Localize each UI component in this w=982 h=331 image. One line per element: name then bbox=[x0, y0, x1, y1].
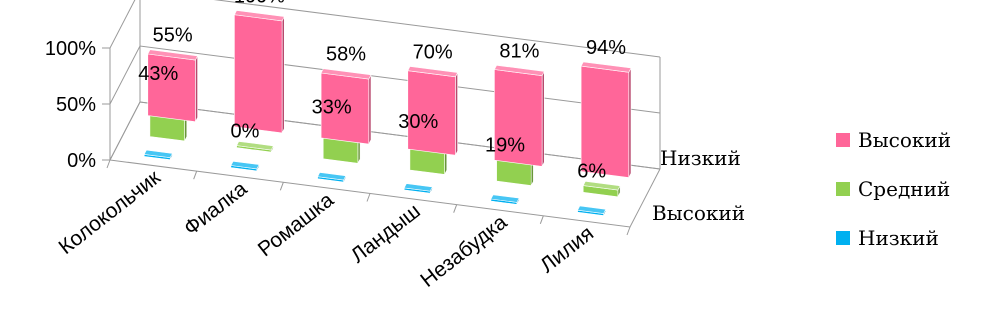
y-axis-ticks: 0% 50% 100% bbox=[45, 38, 96, 172]
legend: Высокий Средний Низкий bbox=[836, 128, 951, 250]
bar-1-1 bbox=[236, 141, 274, 153]
bar-2-3 bbox=[403, 183, 433, 194]
bar-0-0 bbox=[147, 49, 199, 123]
x-tick-mark bbox=[453, 204, 458, 213]
legend-swatch bbox=[836, 231, 850, 245]
bar-2-4 bbox=[490, 194, 520, 205]
category-label: Колокольчик bbox=[55, 165, 166, 259]
x-tick-mark bbox=[106, 159, 111, 169]
bar-0-4 bbox=[493, 64, 545, 167]
x-tick-mark bbox=[366, 193, 371, 202]
data-label: 33% bbox=[312, 97, 352, 119]
data-label: 19% bbox=[485, 135, 525, 157]
bar-0-2 bbox=[320, 68, 372, 145]
legend-swatch bbox=[836, 182, 850, 196]
category-label: Ландыш bbox=[347, 199, 425, 267]
data-label: 70% bbox=[413, 41, 453, 63]
x-tick-mark bbox=[626, 226, 631, 236]
data-label: 43% bbox=[138, 63, 178, 85]
category-label: Ромашка bbox=[254, 188, 339, 261]
bar-2-0 bbox=[143, 149, 173, 161]
x-tick-mark bbox=[539, 215, 544, 225]
depth-axis-label: Высокий bbox=[652, 201, 745, 225]
y-tick-label: 50% bbox=[56, 94, 96, 116]
bars bbox=[143, 10, 632, 216]
bar-0-3 bbox=[407, 66, 459, 156]
category-label: Фиалка bbox=[180, 177, 252, 240]
bar-2-5 bbox=[577, 205, 607, 216]
legend-label: Низкий bbox=[858, 226, 939, 250]
data-label: 0% bbox=[231, 120, 260, 142]
data-label: 55% bbox=[153, 25, 193, 47]
bar-2-2 bbox=[317, 172, 347, 183]
depth-axis-label: Низкий bbox=[660, 146, 741, 170]
data-label: 58% bbox=[326, 44, 366, 66]
bar-0-5 bbox=[580, 61, 632, 178]
data-label: 81% bbox=[499, 40, 539, 62]
bar-0-1 bbox=[233, 10, 285, 134]
legend-swatch bbox=[836, 133, 850, 147]
x-tick-mark bbox=[193, 170, 198, 180]
gridline bbox=[109, 0, 661, 58]
bar-2-1 bbox=[230, 160, 260, 172]
x-tick-mark bbox=[279, 182, 284, 191]
data-label: 30% bbox=[398, 111, 438, 133]
data-label: 94% bbox=[586, 37, 626, 59]
category-label: Лилия bbox=[536, 222, 598, 278]
data-labels: 55% 100% 58% 70% 81% 94% 43% 0% 33% 30% 19% 6% bbox=[138, 0, 626, 182]
data-label: 100% bbox=[234, 0, 285, 8]
depth-axis-labels: Низкий Высокий bbox=[652, 146, 745, 225]
y-tick-label: 100% bbox=[45, 38, 96, 60]
gridlines bbox=[102, 0, 661, 236]
bar-1-5 bbox=[582, 180, 621, 198]
legend-label: Высокий bbox=[858, 128, 951, 152]
y-tick-label: 0% bbox=[67, 150, 96, 172]
category-label: Незабудка bbox=[416, 210, 511, 292]
data-label: 6% bbox=[577, 160, 606, 182]
legend-label: Средний bbox=[858, 177, 950, 201]
